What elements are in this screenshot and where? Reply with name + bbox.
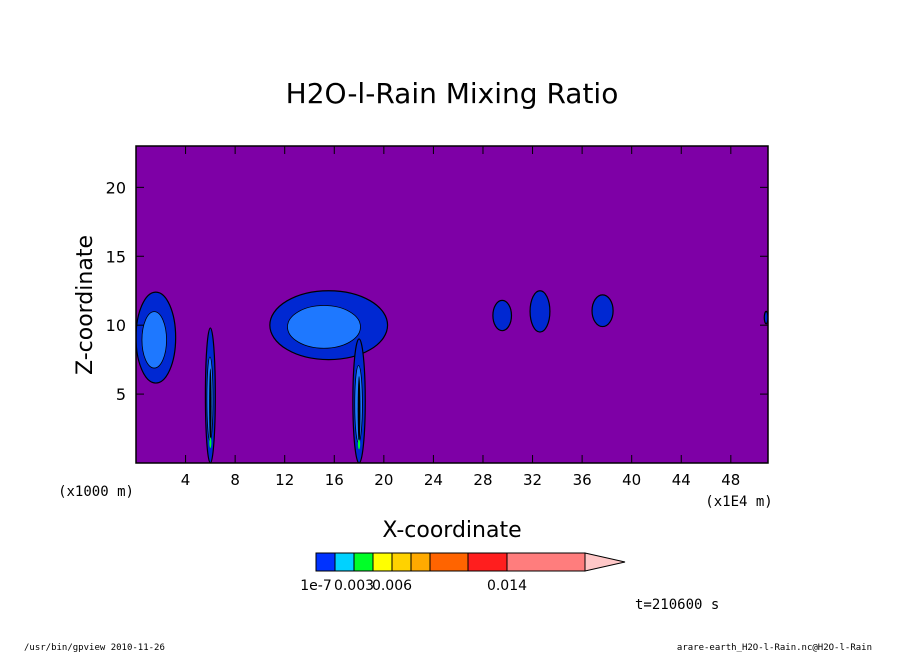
x-tick-label: 44 (672, 471, 691, 489)
contour-region (204, 327, 216, 463)
x-tick-label: 4 (181, 471, 191, 489)
colorbar-segment (334, 552, 355, 572)
x-tick-label: 16 (325, 471, 344, 489)
colorbar-segment (391, 552, 412, 572)
contour-region (352, 338, 366, 463)
x-tick-label: 48 (721, 471, 740, 489)
colorbar-label: 0.003 (334, 578, 374, 594)
contour-region (591, 294, 614, 328)
x-tick-label: 24 (424, 471, 443, 489)
footer-left: /usr/bin/gpview 2010-11-26 (24, 643, 165, 653)
x-tick-label: 32 (523, 471, 542, 489)
colorbar-segment (429, 552, 469, 572)
colorbar-label: 0.014 (487, 578, 527, 594)
y-axis-ticks: 5 10 15 20 (106, 178, 768, 404)
contour-fill-outer (492, 299, 513, 332)
x-tick-label: 40 (622, 471, 641, 489)
plot-background (136, 146, 768, 463)
y-tick-label: 15 (106, 247, 126, 266)
contour-fill-inner (141, 311, 167, 369)
contour-region (269, 290, 389, 361)
x-unit-left: (x1000 m) (58, 484, 134, 500)
x-tick-label: 12 (275, 471, 294, 489)
chart-title: H2O-l-Rain Mixing Ratio (286, 77, 619, 110)
contour-region (529, 290, 551, 333)
contour-core-level (357, 439, 361, 450)
colorbar (315, 552, 626, 572)
contour-fill-outer (529, 290, 551, 333)
contour-core (357, 376, 361, 445)
contour-core-level (209, 437, 212, 449)
x-axis-ticks: 4 8 12 16 20 24 28 32 36 40 44 48 (181, 146, 740, 489)
contour-regions (136, 290, 768, 463)
x-tick-label: 36 (573, 471, 592, 489)
x-axis-label: X-coordinate (382, 518, 521, 543)
contour-fill-inner (287, 305, 361, 349)
footer-right: arare-earth_H2O-l-Rain.nc@H2O-l-Rain (677, 643, 872, 653)
x-unit-right: (x1E4 m) (705, 494, 772, 510)
y-tick-label: 10 (106, 316, 126, 335)
colorbar-segment (372, 552, 393, 572)
colorbar-segment (506, 552, 586, 572)
colorbar-segment (467, 552, 508, 572)
plot-frame (135, 145, 769, 464)
time-label: t=210600 s (635, 597, 719, 613)
colorbar-segment (315, 552, 336, 572)
y-tick-label: 20 (106, 178, 126, 197)
x-tick-label: 8 (230, 471, 240, 489)
x-tick-label: 28 (473, 471, 492, 489)
y-tick-label: 5 (116, 385, 126, 404)
contour-region (136, 291, 177, 384)
contour-fill-outer (591, 294, 614, 328)
y-axis-label: Z-coordinate (73, 235, 98, 375)
colorbar-label: 1e-7 (300, 578, 331, 594)
colorbar-segment (353, 552, 374, 572)
contour-region (492, 299, 513, 332)
contour-core (209, 368, 212, 443)
colorbar-label: 0.006 (372, 578, 412, 594)
x-tick-label: 20 (374, 471, 393, 489)
colorbar-segment (410, 552, 431, 572)
colorbar-extend-arrow (584, 552, 626, 572)
